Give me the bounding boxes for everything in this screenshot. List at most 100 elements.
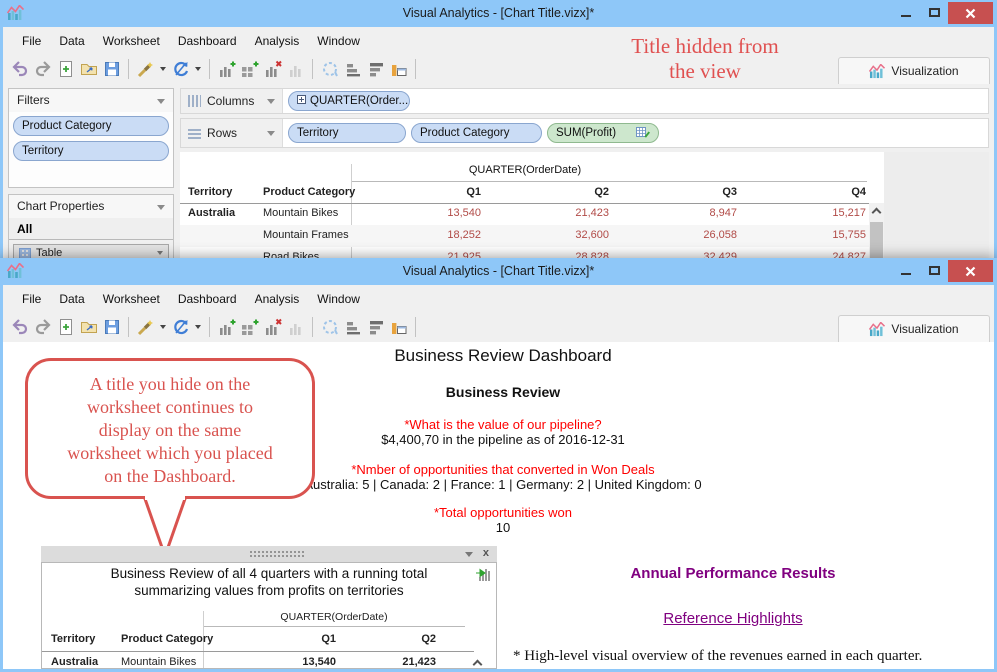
add-chart-icon[interactable] [216, 316, 237, 338]
clear-sheet-dropdown-icon[interactable] [160, 67, 166, 71]
col-header-territory[interactable]: Territory [188, 186, 233, 198]
chevron-down-icon[interactable] [465, 552, 473, 557]
open-file-icon[interactable] [78, 58, 99, 80]
filter-pill-territory[interactable]: Territory [13, 141, 169, 161]
cell-value[interactable]: 15,755 [832, 229, 866, 241]
duplicate-sheet-icon[interactable] [285, 58, 306, 80]
pill-quarter-orderdate[interactable]: QUARTER(Order... [288, 91, 410, 111]
col-header-territory[interactable]: Territory [51, 633, 96, 645]
sort-ascending-icon[interactable] [342, 316, 363, 338]
tab-visualization[interactable]: Visualization [838, 57, 990, 84]
cell-value[interactable]: 32,600 [575, 229, 609, 241]
chart-properties-all[interactable]: All [9, 218, 173, 240]
col-header-q4[interactable]: Q4 [851, 186, 866, 198]
rows-shelf-label[interactable]: Rows [181, 119, 283, 147]
titlebar[interactable]: Visual Analytics - [Chart Title.vizx]* [0, 258, 997, 285]
chevron-down-icon[interactable] [267, 130, 275, 136]
scrollbar-thumb[interactable] [870, 222, 883, 259]
cell-value[interactable]: 24,827 [832, 251, 866, 259]
chevron-down-icon[interactable] [157, 99, 165, 104]
duplicate-sheet-icon[interactable] [285, 316, 306, 338]
close-button[interactable] [948, 2, 993, 24]
undo-icon[interactable] [9, 316, 30, 338]
minimize-button[interactable] [892, 2, 920, 23]
highlight-bar-icon[interactable] [388, 58, 409, 80]
vertical-scrollbar[interactable] [869, 203, 884, 259]
row-header-category[interactable]: Mountain Bikes [121, 656, 197, 668]
reference-highlights-link[interactable]: Reference Highlights [663, 610, 803, 627]
menu-file[interactable]: File [22, 291, 42, 306]
refresh-dropdown-icon[interactable] [195, 67, 201, 71]
add-chart-icon[interactable] [216, 58, 237, 80]
cell-value[interactable]: 21,423 [402, 656, 436, 668]
refresh-icon[interactable] [170, 316, 191, 338]
add-crosstab-icon[interactable] [239, 58, 260, 80]
open-file-icon[interactable] [78, 316, 99, 338]
titlebar[interactable]: Visual Analytics - [Chart Title.vizx]* [0, 0, 997, 27]
menu-dashboard[interactable]: Dashboard [177, 33, 237, 48]
menu-data[interactable]: Data [59, 291, 85, 306]
cell-value[interactable]: 13,540 [302, 656, 336, 668]
col-header-category[interactable]: Product Category [121, 633, 214, 645]
menu-worksheet[interactable]: Worksheet [102, 33, 160, 48]
col-header-q3[interactable]: Q3 [722, 186, 737, 198]
col-header-q1[interactable]: Q1 [466, 186, 481, 198]
sort-descending-icon[interactable] [365, 316, 386, 338]
col-header-q2[interactable]: Q2 [594, 186, 609, 198]
menu-analysis[interactable]: Analysis [254, 291, 300, 306]
menu-window[interactable]: Window [317, 291, 360, 306]
worksheet-grab-bar[interactable]: x [41, 546, 497, 562]
menu-analysis[interactable]: Analysis [254, 33, 300, 48]
chart-properties-header[interactable]: Chart Properties [9, 195, 173, 218]
refresh-icon[interactable] [170, 58, 191, 80]
refresh-dropdown-icon[interactable] [195, 325, 201, 329]
delete-sheet-icon[interactable] [262, 58, 283, 80]
row-header-category[interactable]: Mountain Frames [263, 229, 349, 241]
lasso-select-icon[interactable] [319, 316, 340, 338]
row-header-category[interactable]: Mountain Bikes [263, 207, 339, 219]
cell-value[interactable]: 8,947 [709, 207, 737, 219]
go-to-worksheet-icon[interactable] [475, 566, 492, 587]
tab-visualization[interactable]: Visualization [838, 315, 990, 342]
save-icon[interactable] [101, 58, 122, 80]
cell-value[interactable]: 21,925 [447, 251, 481, 259]
menu-file[interactable]: File [22, 33, 42, 48]
new-workbook-icon[interactable] [55, 58, 76, 80]
drag-handle-icon[interactable] [249, 550, 305, 559]
add-crosstab-icon[interactable] [239, 316, 260, 338]
cell-value[interactable]: 18,252 [447, 229, 481, 241]
clear-sheet-icon[interactable] [135, 58, 156, 80]
close-worksheet-icon[interactable]: x [482, 547, 489, 559]
cell-value[interactable]: 32,429 [703, 251, 737, 259]
chart-type-select[interactable]: Table [13, 244, 169, 259]
new-workbook-icon[interactable] [55, 316, 76, 338]
undo-icon[interactable] [9, 58, 30, 80]
row-header-territory[interactable]: Australia [188, 207, 236, 219]
maximize-button[interactable] [920, 2, 948, 23]
expand-plus-icon[interactable] [297, 95, 306, 104]
filters-header[interactable]: Filters [9, 89, 173, 112]
row-header-category[interactable]: Road Bikes [263, 251, 320, 259]
chevron-down-icon[interactable] [267, 98, 275, 104]
col-header-category[interactable]: Product Category [263, 186, 356, 198]
pill-product-category[interactable]: Product Category [411, 123, 542, 143]
menu-data[interactable]: Data [59, 33, 85, 48]
clear-sheet-dropdown-icon[interactable] [160, 325, 166, 329]
col-header-q1[interactable]: Q1 [321, 633, 336, 645]
close-button[interactable] [948, 260, 993, 282]
row-header-territory[interactable]: Australia [51, 656, 99, 668]
sort-ascending-icon[interactable] [342, 58, 363, 80]
cell-value[interactable]: 28,828 [575, 251, 609, 259]
pill-sum-profit[interactable]: SUM(Profit) [547, 123, 659, 143]
filter-pill-product-category[interactable]: Product Category [13, 116, 169, 136]
chevron-down-icon[interactable] [157, 205, 165, 210]
clear-sheet-icon[interactable] [135, 316, 156, 338]
cell-value[interactable]: 15,217 [832, 207, 866, 219]
lasso-select-icon[interactable] [319, 58, 340, 80]
sort-descending-icon[interactable] [365, 58, 386, 80]
cell-value[interactable]: 21,423 [575, 207, 609, 219]
menu-worksheet[interactable]: Worksheet [102, 291, 160, 306]
redo-icon[interactable] [32, 316, 53, 338]
delete-sheet-icon[interactable] [262, 316, 283, 338]
scroll-up-icon[interactable] [869, 203, 884, 219]
